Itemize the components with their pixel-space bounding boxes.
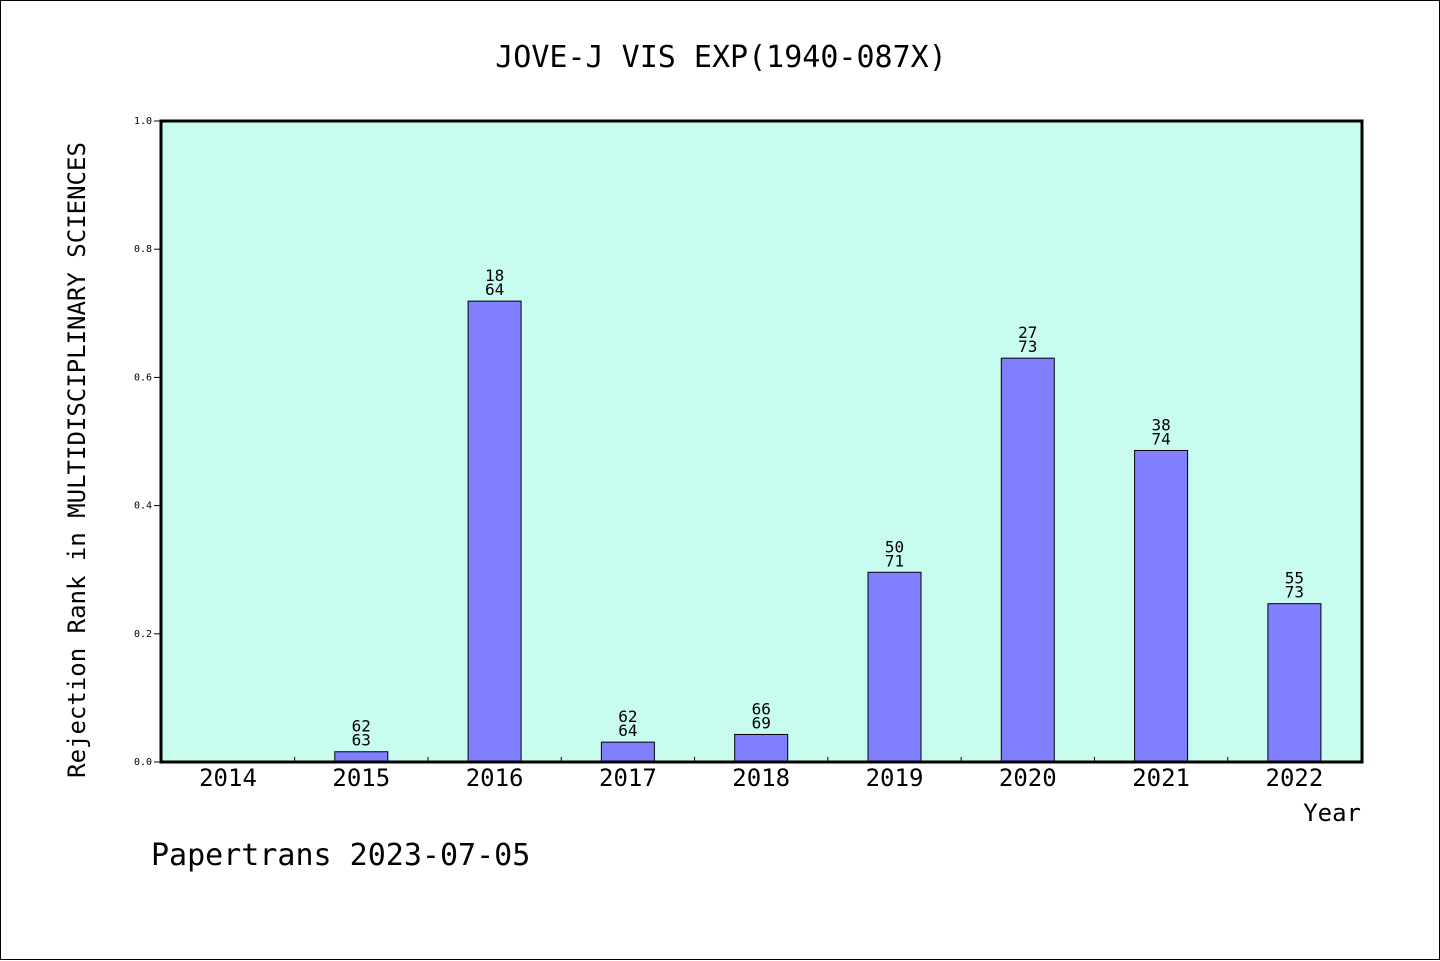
y-tick-label-0.6: 0.6 — [134, 372, 152, 383]
x-tick-label-2020: 2020 — [999, 764, 1057, 792]
data-label-2016-bottom: 64 — [485, 280, 504, 299]
y-axis-label: Rejection Rank in MULTIDISCIPLINARY SCIE… — [63, 142, 91, 778]
footer-text: Papertrans 2023-07-05 — [151, 838, 530, 873]
data-label-2021-top: 38 — [1151, 415, 1170, 434]
y-tick-label-1.0: 1.0 — [134, 116, 152, 127]
data-label-2019-bottom: 71 — [885, 551, 904, 570]
plot-border — [159, 119, 1364, 764]
x-axis-label: Year — [1303, 799, 1361, 827]
data-label-2015-bottom: 63 — [352, 731, 371, 750]
y-tick-label-0.0: 0.0 — [134, 757, 152, 768]
y-tick-label-0.4: 0.4 — [134, 501, 152, 512]
x-tick-label-2018: 2018 — [732, 764, 790, 792]
data-label-2019-top: 50 — [885, 537, 904, 556]
bar-2017 — [600, 741, 655, 763]
x-tick-label-2015: 2015 — [332, 764, 390, 792]
data-label-2020-bottom: 73 — [1018, 337, 1037, 356]
bar-2020 — [1000, 357, 1055, 763]
data-label-2016-top: 18 — [485, 266, 504, 285]
bar-2021 — [1134, 449, 1189, 763]
bar-2015 — [334, 751, 389, 763]
x-tick-label-2016: 2016 — [466, 764, 524, 792]
y-tick-label-0.8: 0.8 — [134, 244, 152, 255]
bar-2022 — [1267, 603, 1322, 763]
data-label-2015-top: 62 — [352, 717, 371, 736]
bar-2019 — [867, 571, 922, 763]
data-label-2017-bottom: 64 — [618, 721, 637, 740]
data-label-2018-bottom: 69 — [752, 713, 771, 732]
chart-title: JOVE-J VIS EXP(1940-087X) — [495, 40, 947, 75]
data-label-2017-top: 62 — [618, 707, 637, 726]
data-label-2018-top: 66 — [752, 699, 771, 718]
data-label-2020-top: 27 — [1018, 323, 1037, 342]
x-tick-label-2019: 2019 — [866, 764, 924, 792]
x-tick-label-2017: 2017 — [599, 764, 657, 792]
bar-2016 — [467, 300, 522, 763]
bar-2018 — [734, 733, 789, 763]
data-label-2022-top: 55 — [1285, 569, 1304, 588]
y-tick-label-0.2: 0.2 — [134, 629, 152, 640]
data-label-2021-bottom: 74 — [1151, 429, 1170, 448]
x-tick-label-2021: 2021 — [1132, 764, 1190, 792]
x-tick-label-2022: 2022 — [1266, 764, 1324, 792]
x-tick-label-2014: 2014 — [199, 764, 257, 792]
data-label-2022-bottom: 73 — [1285, 583, 1304, 602]
